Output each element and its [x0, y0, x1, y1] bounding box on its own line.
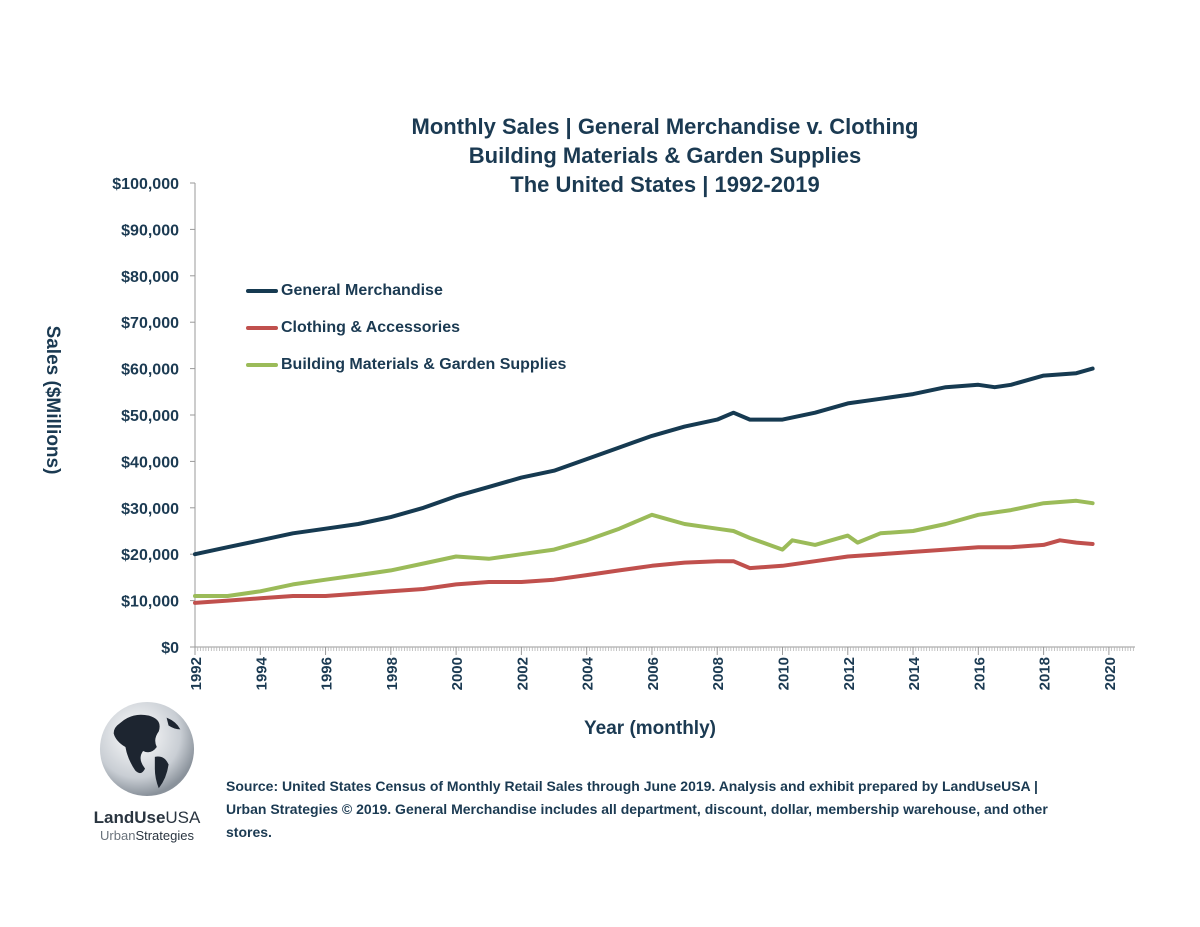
series-line-0	[193, 366, 1095, 557]
x-tick-label: 1992	[188, 657, 205, 690]
legend-label: Building Materials & Garden Supplies	[281, 355, 567, 373]
series-line-1	[193, 538, 1095, 605]
y-tick-label: $30,000	[121, 501, 179, 518]
x-tick-label: 2014	[906, 656, 923, 690]
legend-swatch	[246, 288, 278, 293]
legend-item-general-merchandise: General Merchandise	[246, 272, 566, 309]
y-tick-label: $20,000	[121, 547, 179, 564]
x-tick-label: 1996	[319, 657, 336, 690]
y-tick-label: $60,000	[121, 362, 179, 379]
x-tick-label: 2012	[841, 657, 858, 690]
y-tick-label: $10,000	[121, 594, 179, 611]
y-tick-label: $70,000	[121, 315, 179, 332]
y-tick-label: $40,000	[121, 454, 179, 471]
y-tick-label: $90,000	[121, 222, 179, 239]
legend-label: General Merchandise	[281, 281, 443, 299]
x-tick-label: 2018	[1037, 657, 1054, 690]
logo-subtitle: UrbanStrategies	[100, 828, 194, 843]
x-axis-label: Year (monthly)	[584, 718, 716, 739]
legend-swatch	[246, 325, 278, 330]
x-tick-label: 1998	[384, 657, 401, 690]
y-tick-label: $100,000	[112, 176, 179, 193]
chart-title: Monthly Sales | General Merchandise v. C…	[195, 112, 1135, 199]
chart-legend: General Merchandise Clothing & Accessori…	[246, 272, 566, 383]
y-axis-label: Sales ($Millions)	[42, 325, 63, 475]
x-tick-label: 2008	[710, 657, 727, 690]
legend-swatch	[246, 362, 278, 367]
x-tick-label: 1994	[253, 656, 270, 690]
source-note: Source: United States Census of Monthly …	[226, 778, 1048, 840]
x-tick-label: 2010	[776, 657, 793, 690]
x-tick-label: 2000	[449, 657, 466, 690]
x-tick-label: 2020	[1102, 657, 1119, 690]
y-tick-label: $50,000	[121, 408, 179, 425]
series-line-2	[193, 498, 1095, 598]
x-tick-label: 2002	[514, 657, 531, 690]
x-tick-label: 2016	[971, 657, 988, 690]
chart-title-line-3: The United States | 1992-2019	[510, 172, 820, 197]
y-tick-label: $0	[161, 640, 179, 657]
chart-title-line-2: Building Materials & Garden Supplies	[468, 143, 862, 168]
chart-axes: $0 $10,000 $20,000 $30,000 $40,000 $50,000 $60…	[112, 176, 1135, 690]
y-tick-label: $80,000	[121, 269, 179, 286]
logo-name: LandUseUSA	[93, 808, 201, 827]
legend-label: Clothing & Accessories	[281, 318, 461, 336]
landuseusa-logo: LandUseUSA UrbanStrategies	[82, 700, 212, 843]
x-tick-label: 2006	[645, 657, 662, 690]
globe-icon	[99, 701, 195, 797]
legend-item-building-materials: Building Materials & Garden Supplies	[246, 346, 566, 383]
chart-title-line-1: Monthly Sales | General Merchandise v. C…	[411, 114, 919, 139]
chart-series	[193, 366, 1095, 605]
legend-item-clothing: Clothing & Accessories	[246, 309, 566, 346]
x-tick-label: 2004	[580, 656, 597, 690]
